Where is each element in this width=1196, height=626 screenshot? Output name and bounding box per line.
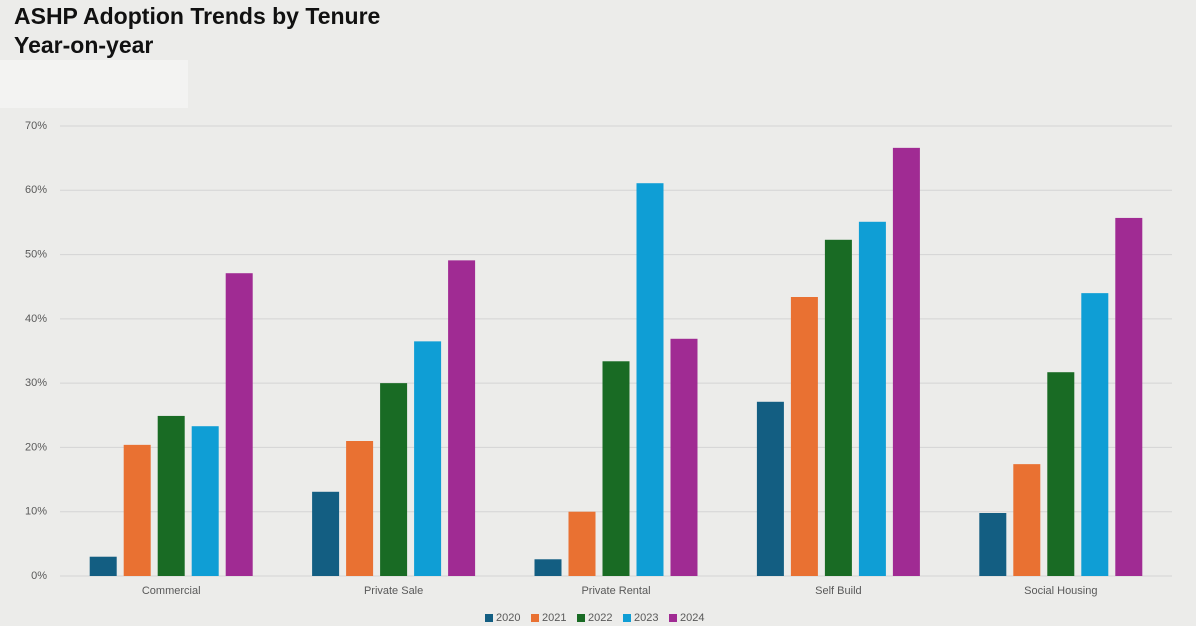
x-tick-label: Commercial [142, 585, 201, 597]
bar [1013, 464, 1041, 576]
legend-swatch [485, 614, 493, 622]
legend-label: 2022 [588, 612, 612, 624]
y-tick-label: 30% [25, 377, 47, 389]
x-tick-label: Private Rental [581, 585, 650, 597]
bar [602, 361, 630, 576]
bar [225, 273, 253, 576]
bar [670, 338, 698, 576]
legend-label: 2021 [542, 612, 566, 624]
bar [858, 221, 886, 577]
y-tick-label: 50% [25, 248, 47, 260]
bar [157, 415, 185, 576]
bar [1115, 217, 1143, 576]
bar [380, 383, 408, 576]
legend-label: 2020 [496, 612, 520, 624]
bar [312, 491, 340, 576]
bar [1047, 372, 1075, 576]
y-tick-label: 0% [31, 570, 47, 582]
y-tick-label: 60% [25, 184, 47, 196]
chart-title: ASHP Adoption Trends by Tenure [14, 3, 380, 29]
title-backdrop [0, 60, 188, 108]
legend-swatch [577, 614, 585, 622]
bar [346, 441, 374, 576]
bar [1081, 293, 1109, 576]
bar [790, 297, 818, 576]
y-tick-label: 40% [25, 313, 47, 325]
x-tick-label: Social Housing [1024, 585, 1097, 597]
bar [191, 426, 219, 576]
bar [636, 183, 664, 576]
bar [756, 401, 784, 576]
y-tick-label: 70% [25, 120, 47, 132]
bar [123, 444, 151, 576]
bar [448, 260, 476, 576]
x-tick-label: Self Build [815, 585, 861, 597]
x-tick-label: Private Sale [364, 585, 423, 597]
legend-swatch [531, 614, 539, 622]
y-tick-label: 10% [25, 506, 47, 518]
legend-swatch [669, 614, 677, 622]
legend-label: 2023 [634, 612, 658, 624]
legend-label: 2024 [680, 612, 704, 624]
chart-subtitle: Year-on-year [14, 32, 153, 58]
y-tick-label: 20% [25, 441, 47, 453]
bar [534, 559, 562, 576]
bar [824, 239, 852, 577]
bar [568, 511, 596, 576]
bar [892, 147, 920, 576]
bar [414, 341, 442, 576]
bar [979, 513, 1007, 576]
legend-swatch [623, 614, 631, 622]
bar [89, 556, 117, 576]
